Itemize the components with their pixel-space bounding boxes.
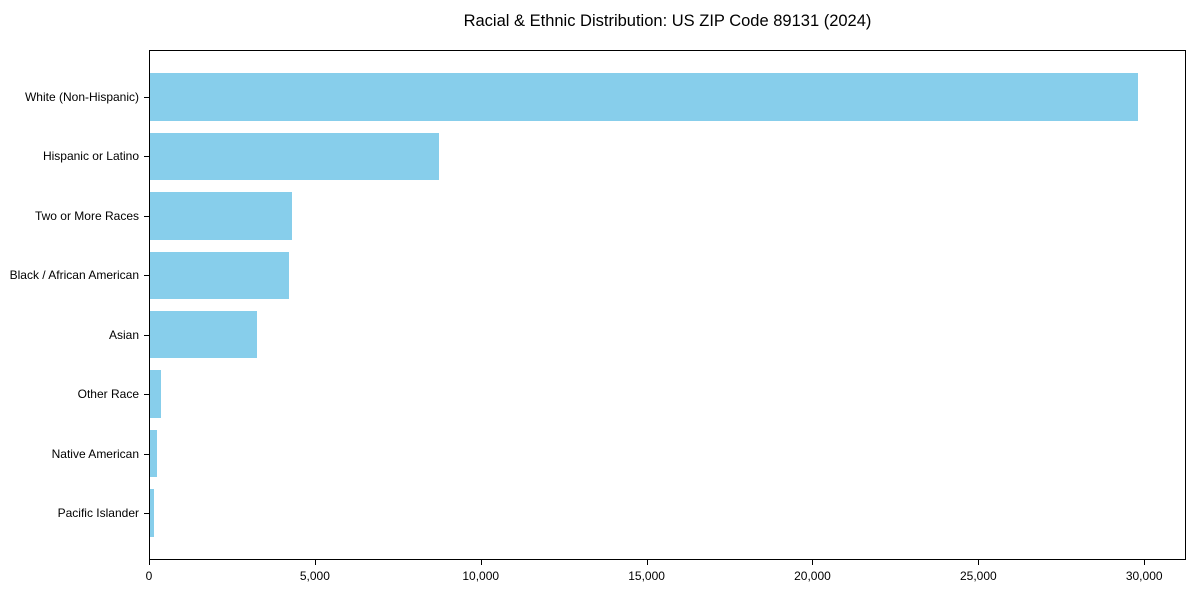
x-tick-label: 30,000 xyxy=(1125,569,1163,583)
y-axis-tick xyxy=(144,453,149,455)
y-tick-label: Black / African American xyxy=(9,268,139,283)
bar-black-african-american xyxy=(150,251,290,300)
bar-asian xyxy=(150,310,258,359)
plot-area xyxy=(149,50,1186,560)
y-tick-label: Hispanic or Latino xyxy=(42,149,139,164)
y-axis-tick xyxy=(144,394,149,396)
chart-title: Racial & Ethnic Distribution: US ZIP Cod… xyxy=(463,12,872,30)
x-tick-label: 25,000 xyxy=(959,569,997,583)
x-axis-tick xyxy=(314,560,316,565)
bar-other-race xyxy=(150,370,161,418)
y-tick-label: Two or More Races xyxy=(34,208,139,223)
y-axis-tick xyxy=(144,156,149,158)
bar-native-american xyxy=(150,429,157,478)
x-axis-tick xyxy=(149,560,150,565)
bar-hispanic-or-latino xyxy=(150,132,439,181)
y-tick-label: Native American xyxy=(51,446,139,461)
y-axis-tick xyxy=(144,215,149,217)
x-tick-label: 0 xyxy=(145,569,153,583)
bar-pacific-islander xyxy=(150,489,154,537)
x-tick-label: 5,000 xyxy=(299,569,330,583)
x-axis-tick xyxy=(978,560,980,565)
x-axis-tick xyxy=(480,560,482,565)
y-axis-tick xyxy=(144,275,149,277)
bar-white-non-hispanic xyxy=(150,73,1138,121)
x-tick-label: 10,000 xyxy=(462,569,500,583)
y-axis-tick xyxy=(144,334,149,336)
y-tick-label: Asian xyxy=(108,327,139,342)
x-axis-tick xyxy=(1144,560,1146,565)
x-tick-label: 15,000 xyxy=(628,569,665,583)
y-tick-label: Pacific Islander xyxy=(57,506,139,521)
y-axis-tick xyxy=(144,96,149,98)
x-axis-tick xyxy=(646,560,648,565)
y-tick-label: Other Race xyxy=(77,387,139,402)
bar-two-or-more-races xyxy=(150,192,292,240)
y-tick-label: White (Non-Hispanic) xyxy=(24,89,139,104)
x-tick-label: 20,000 xyxy=(794,569,831,583)
x-axis-tick xyxy=(812,560,814,565)
y-axis-tick xyxy=(144,513,149,515)
